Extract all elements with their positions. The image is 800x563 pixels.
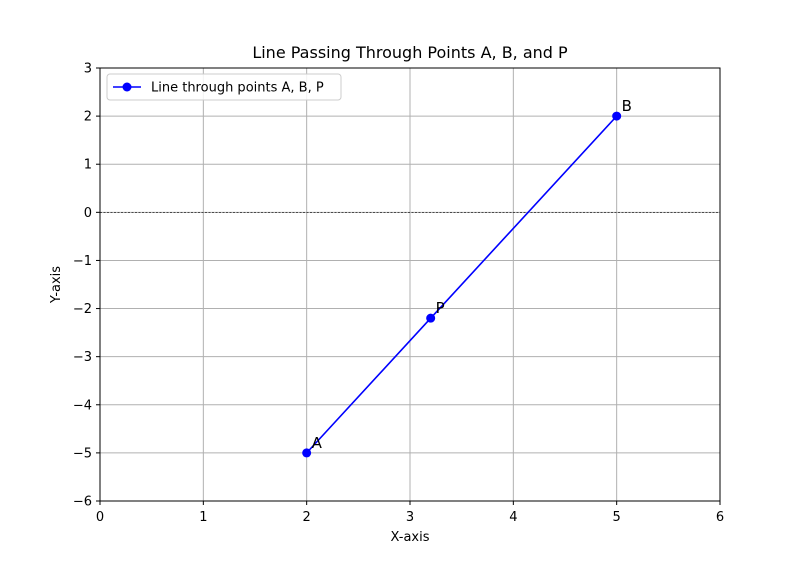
y-tick-label: −4 (73, 398, 92, 413)
y-axis-label: Y-axis (49, 266, 64, 304)
y-tick-label: −6 (73, 495, 92, 510)
y-tick-label: 2 (84, 110, 92, 125)
series-line (306, 115, 618, 454)
point-label-a: A (312, 434, 323, 452)
x-tick-label: 4 (509, 510, 517, 525)
series-layer: A P B (302, 97, 632, 458)
y-tick-label: 0 (84, 206, 92, 221)
data-point (426, 313, 436, 323)
x-tick-label: 6 (716, 510, 724, 525)
x-tick-label: 3 (406, 510, 414, 525)
y-tick-label: −5 (73, 446, 92, 461)
x-tick-label: 2 (303, 510, 311, 525)
chart-title: Line Passing Through Points A, B, and P (252, 43, 568, 62)
data-point (612, 111, 622, 121)
data-point (302, 448, 312, 458)
x-tick-label: 0 (96, 510, 104, 525)
x-tick-label: 1 (199, 510, 207, 525)
y-tick-label: −2 (73, 302, 92, 317)
y-tick-label: 1 (84, 158, 92, 173)
legend-marker (122, 82, 132, 92)
ticks: 0 1 2 3 4 5 6 −6 −5 −4 −3 −2 −1 0 1 2 3 (73, 62, 724, 526)
y-tick-label: −3 (73, 350, 92, 365)
grid (99, 67, 721, 502)
point-label-b: B (622, 97, 632, 115)
legend: Line through points A, B, P (106, 73, 342, 101)
legend-box (106, 73, 342, 101)
x-axis-label: X-axis (391, 530, 430, 545)
point-label-p: P (436, 299, 445, 317)
y-tick-label: 3 (84, 62, 92, 77)
x-tick-label: 5 (613, 510, 621, 525)
y-tick-label: −1 (73, 254, 92, 269)
legend-entry-label: Line through points A, B, P (151, 81, 324, 96)
